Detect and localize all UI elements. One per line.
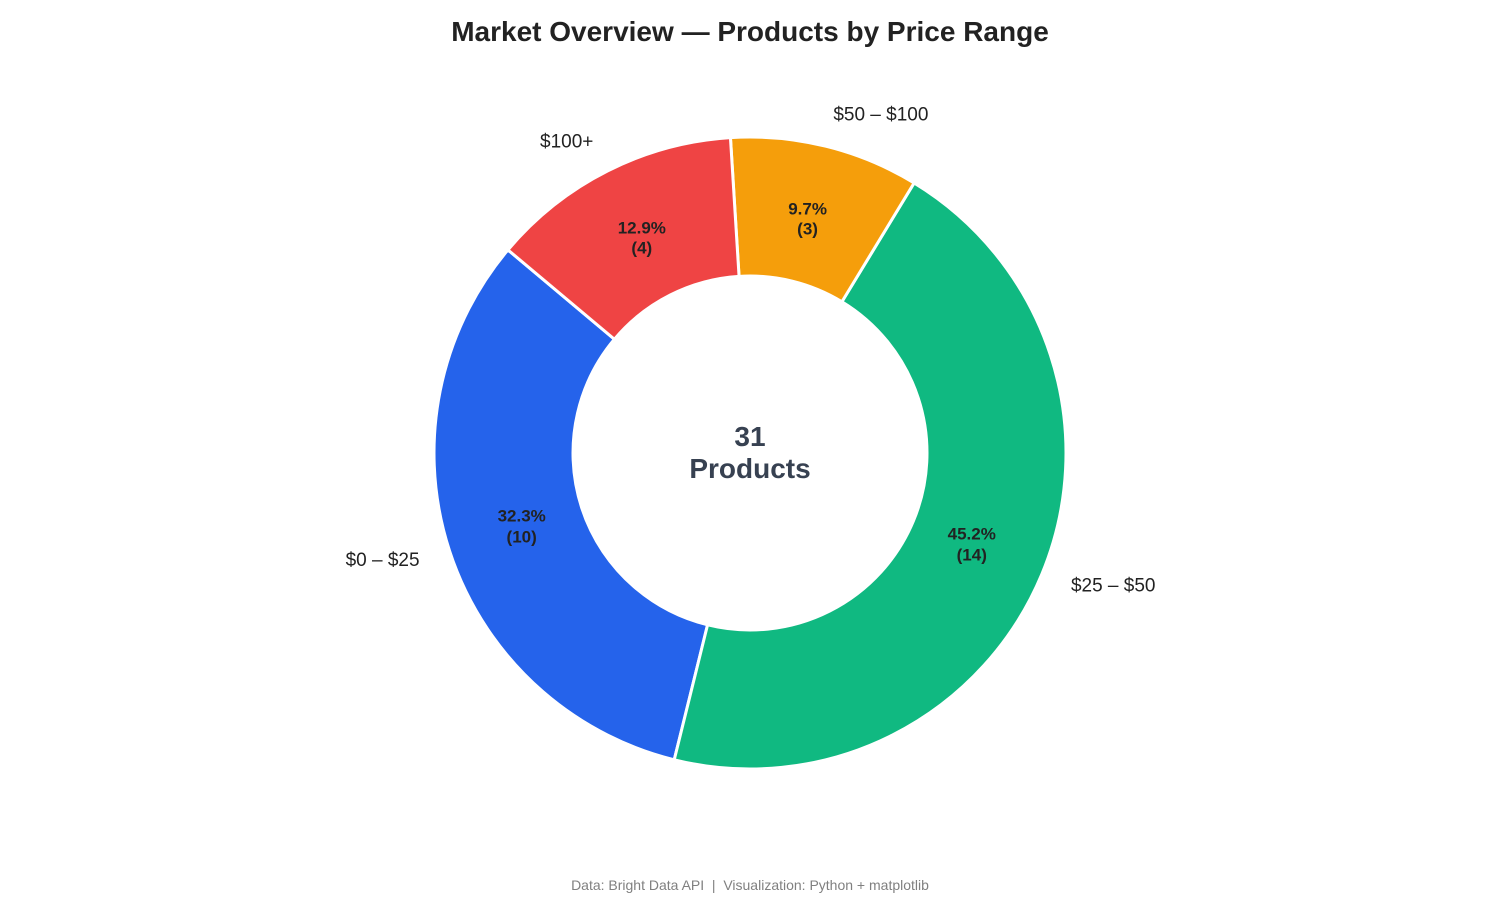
- value-label: 32.3% (10): [497, 507, 546, 547]
- wedge: [505, 136, 741, 342]
- category-label: $0 – $25: [346, 550, 420, 571]
- chart-title: Market Overview — Products by Price Rang…: [451, 16, 1049, 47]
- wedge: [672, 180, 1068, 771]
- category-label: $100+: [540, 132, 593, 153]
- category-label: $50 – $100: [833, 105, 928, 126]
- value-label: 12.9% (4): [617, 218, 666, 258]
- center-label: 31 Products: [689, 420, 811, 484]
- value-label: 9.7% (3): [788, 199, 827, 239]
- wedge: [432, 247, 710, 762]
- footnote: Data: Bright Data API | Visualization: P…: [571, 877, 929, 893]
- value-label: 45.2% (14): [947, 524, 996, 565]
- category-label: $25 – $50: [1071, 575, 1156, 596]
